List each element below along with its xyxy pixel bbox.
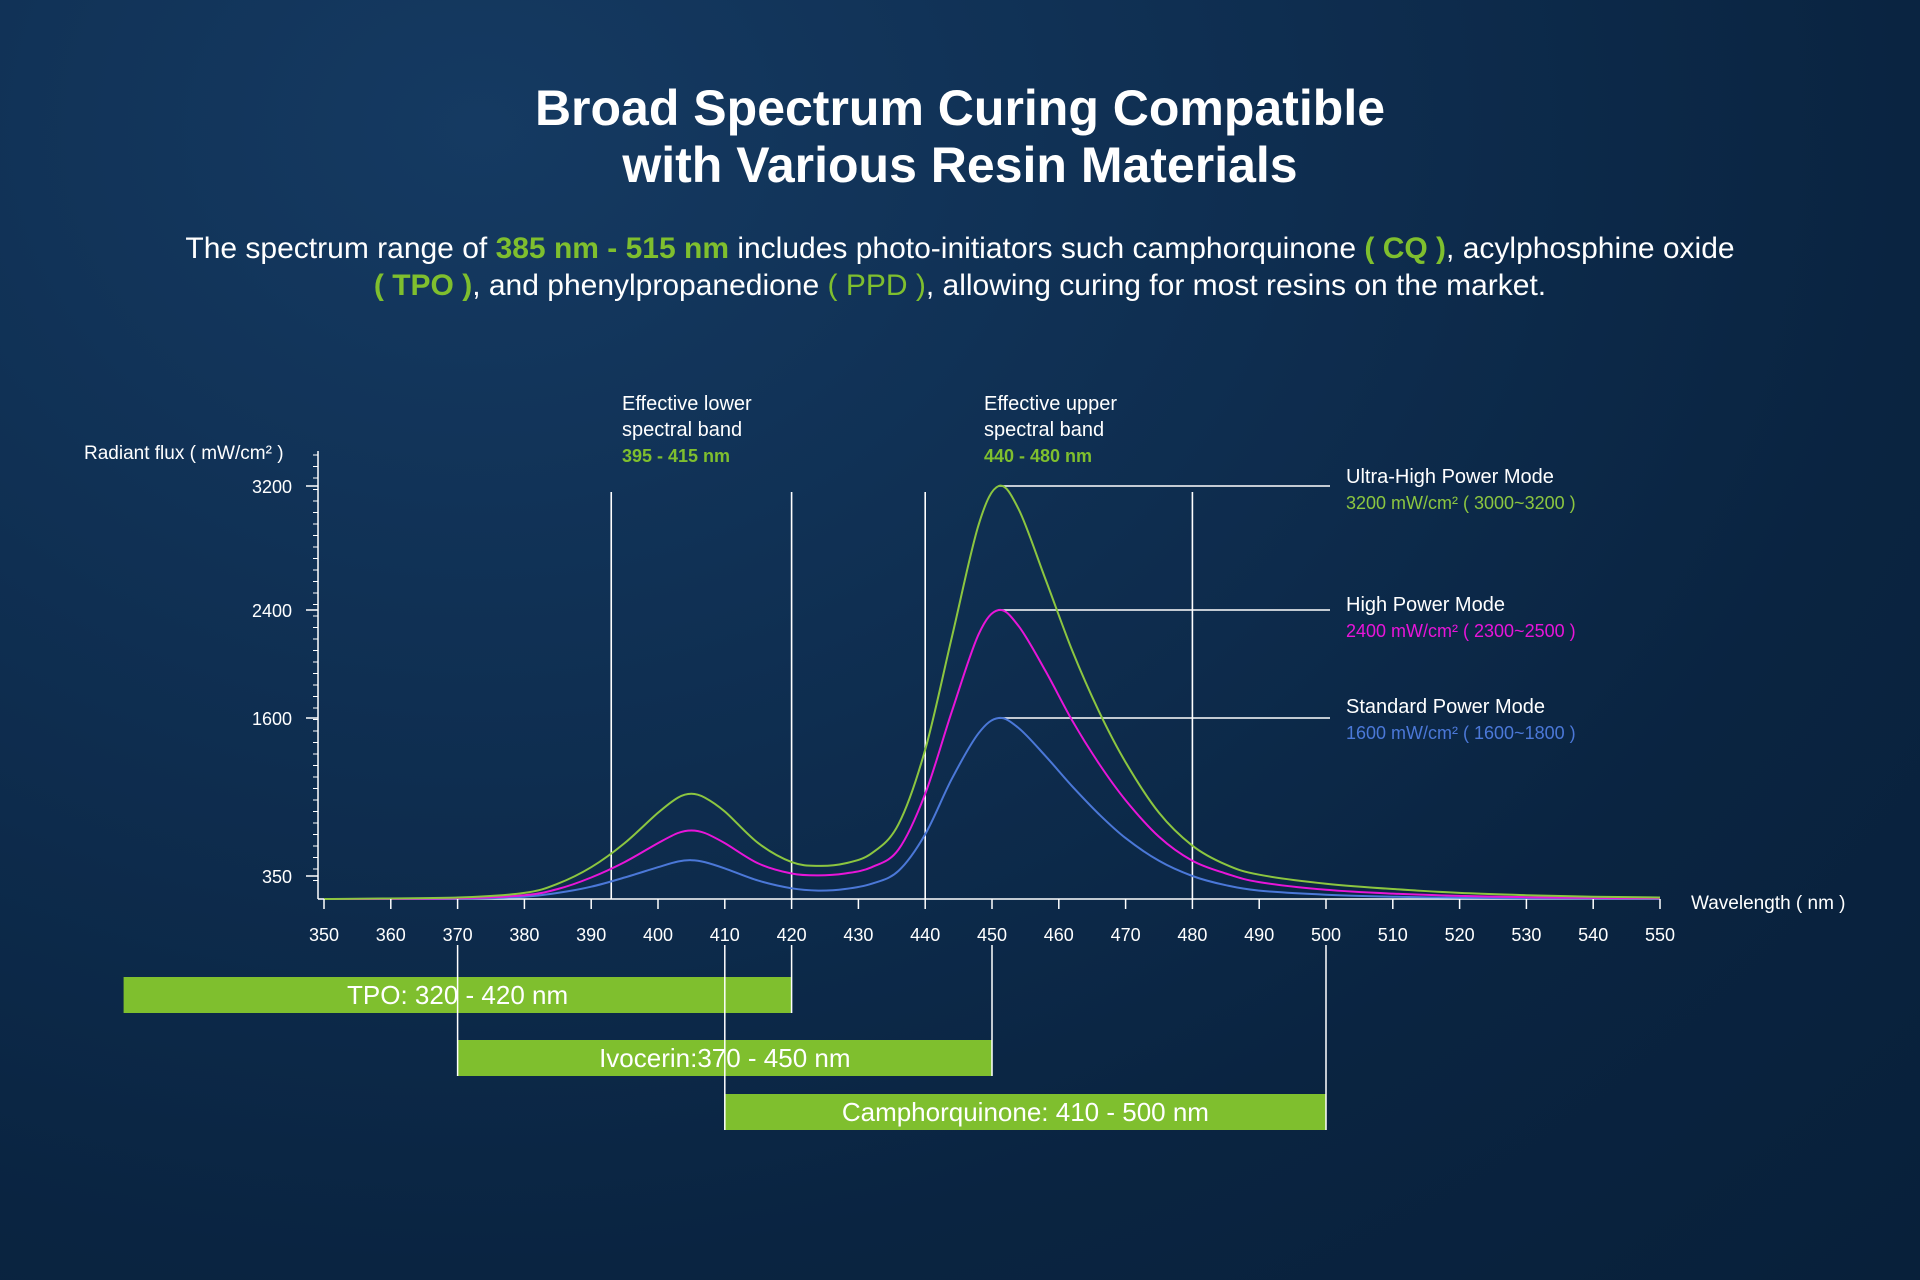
range-bar — [724, 1094, 1326, 1130]
mode-value: 3200 mW/cm² ( 3000~3200 ) — [1346, 493, 1576, 513]
mode-name: Ultra-High Power Mode — [1346, 466, 1554, 488]
band-label-lower: Effective lower spectral band 395 - 415 … — [622, 393, 752, 466]
legend-high: High Power Mode 2400 mW/cm² ( 2300~2500 … — [1346, 594, 1576, 641]
x-tick-label: 360 — [376, 925, 406, 945]
y-axis-label: Radiant flux ( mW/cm² ) — [84, 443, 284, 464]
x-tick-label: 480 — [1177, 925, 1207, 945]
x-tick-label: 550 — [1645, 925, 1675, 945]
title-line-1: Broad Spectrum Curing Compatible — [534, 80, 1386, 136]
y-tick-label: 1600 — [252, 709, 292, 729]
x-tick-label: 390 — [576, 925, 606, 945]
x-tick-label: 470 — [1111, 925, 1141, 945]
band-range: 395 - 415 nm — [622, 446, 730, 466]
tpo-tag: ( TPO ) — [373, 269, 473, 302]
description-text: The spectrum range of — [185, 232, 496, 265]
x-tick-label: 510 — [1378, 925, 1408, 945]
series-high-line — [323, 608, 1661, 900]
band-label-line: Effective upper — [984, 393, 1117, 415]
x-tick-label: 350 — [309, 925, 339, 945]
description-text: , allowing curing for most resins on the… — [925, 269, 1547, 302]
x-tick-label: 490 — [1244, 925, 1274, 945]
y-ticks: 350 1600 2400 3200 — [252, 477, 318, 887]
legend-standard: Standard Power Mode 1600 mW/cm² ( 1600~1… — [1346, 696, 1576, 743]
band-range: 440 - 480 nm — [984, 446, 1092, 466]
x-tick-label: 500 — [1311, 925, 1341, 945]
mode-value: 1600 mW/cm² ( 1600~1800 ) — [1346, 723, 1576, 743]
description-text: includes photo-initiators such camphorqu… — [729, 232, 1365, 265]
axes — [313, 451, 1660, 900]
band-label-upper: Effective upper spectral band 440 - 480 … — [984, 393, 1117, 466]
band-label-line: spectral band — [984, 419, 1104, 441]
mode-leader-lines — [998, 485, 1330, 719]
x-ticks: 350 360 370 380 390 400 410 420 430 440 450 460 470 4… — [309, 899, 1675, 945]
cq-tag: ( CQ ) — [1364, 232, 1447, 265]
spectrum-range: 385 nm - 515 nm — [495, 232, 729, 265]
band-lines — [610, 492, 1194, 899]
description-text: , acylphosphine oxide — [1446, 232, 1735, 265]
series-ultra-high-line — [323, 484, 1661, 900]
x-tick-label: 440 — [910, 925, 940, 945]
x-axis-label: Wavelength ( nm ) — [1691, 893, 1846, 914]
legend-ultra-high: Ultra-High Power Mode 3200 mW/cm² ( 3000… — [1346, 466, 1576, 513]
y-tick-label: 3200 — [252, 477, 292, 497]
series-lines — [323, 484, 1661, 900]
y-tick-label: 2400 — [252, 601, 292, 621]
chart-title: Broad Spectrum Curing Compatible with Va… — [0, 80, 1920, 194]
x-tick-label: 370 — [443, 925, 473, 945]
x-tick-label: 540 — [1578, 925, 1608, 945]
band-label-line: Effective lower — [622, 393, 752, 415]
mode-name: Standard Power Mode — [1346, 696, 1545, 718]
x-tick-label: 530 — [1511, 925, 1541, 945]
x-tick-label: 520 — [1445, 925, 1475, 945]
x-tick-label: 380 — [509, 925, 539, 945]
description-text: , and phenylpropanedione — [472, 269, 828, 302]
series-standard-line — [323, 716, 1661, 900]
description: The spectrum range of 385 nm - 515 nm in… — [0, 230, 1920, 304]
x-tick-label: 410 — [710, 925, 740, 945]
description-line-1: The spectrum range of 385 nm - 515 nm in… — [0, 230, 1920, 267]
y-tick-label: 350 — [262, 867, 292, 887]
x-tick-label: 400 — [643, 925, 673, 945]
description-line-2: ( TPO ), and phenylpropanedione ( PPD ),… — [0, 267, 1920, 304]
x-tick-label: 430 — [843, 925, 873, 945]
x-tick-label: 420 — [777, 925, 807, 945]
x-tick-label: 450 — [977, 925, 1007, 945]
title-line-2: with Various Resin Materials — [622, 137, 1298, 193]
x-tick-label: 460 — [1044, 925, 1074, 945]
band-label-line: spectral band — [622, 419, 742, 441]
mode-value: 2400 mW/cm² ( 2300~2500 ) — [1346, 621, 1576, 641]
ppd-tag: ( PPD ) — [827, 269, 926, 302]
range-bar-label: Camphorquinone: 410 - 500 nm — [842, 1097, 1209, 1127]
mode-name: High Power Mode — [1346, 594, 1505, 616]
